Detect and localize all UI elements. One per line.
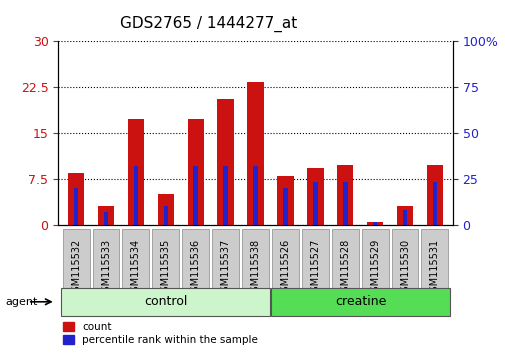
FancyBboxPatch shape [272, 229, 298, 307]
Bar [336, 165, 353, 225]
FancyBboxPatch shape [271, 288, 449, 316]
Text: GSM115538: GSM115538 [250, 239, 260, 298]
Bar [247, 82, 263, 225]
Text: GSM115535: GSM115535 [161, 239, 171, 298]
FancyBboxPatch shape [331, 229, 358, 307]
FancyBboxPatch shape [212, 229, 239, 307]
Text: GSM115534: GSM115534 [131, 239, 141, 298]
Text: GSM115526: GSM115526 [280, 239, 290, 298]
Bar [157, 194, 174, 225]
Bar [372, 222, 377, 225]
Text: GSM115532: GSM115532 [71, 239, 81, 298]
Bar [307, 169, 323, 225]
Legend: count, percentile rank within the sample: count, percentile rank within the sample [63, 322, 258, 345]
Text: GSM115537: GSM115537 [220, 239, 230, 298]
Bar [74, 188, 78, 225]
Bar [342, 182, 347, 225]
Bar [97, 206, 114, 225]
Bar [283, 188, 287, 225]
FancyBboxPatch shape [122, 229, 149, 307]
FancyBboxPatch shape [241, 229, 269, 307]
Text: GSM115530: GSM115530 [399, 239, 409, 298]
Bar [163, 206, 168, 225]
Bar [217, 99, 233, 225]
Bar [432, 182, 436, 225]
Text: control: control [144, 295, 187, 308]
Bar [223, 166, 227, 225]
FancyBboxPatch shape [421, 229, 447, 307]
Text: agent: agent [5, 297, 37, 307]
Bar [313, 182, 317, 225]
Bar [396, 206, 413, 225]
Bar [187, 119, 204, 225]
FancyBboxPatch shape [152, 229, 179, 307]
FancyBboxPatch shape [63, 229, 89, 307]
Bar [133, 166, 138, 225]
Bar [402, 210, 407, 225]
FancyBboxPatch shape [92, 229, 119, 307]
Text: GSM115531: GSM115531 [429, 239, 439, 298]
Text: GSM115529: GSM115529 [369, 239, 379, 298]
Bar [426, 165, 442, 225]
Text: GSM115536: GSM115536 [190, 239, 200, 298]
Bar [68, 173, 84, 225]
FancyBboxPatch shape [361, 229, 388, 307]
Text: GDS2765 / 1444277_at: GDS2765 / 1444277_at [119, 16, 296, 32]
Bar [366, 222, 383, 225]
Bar [252, 166, 258, 225]
FancyBboxPatch shape [182, 229, 209, 307]
Text: creatine: creatine [334, 295, 385, 308]
Bar [193, 166, 197, 225]
FancyBboxPatch shape [391, 229, 418, 307]
Bar [277, 176, 293, 225]
FancyBboxPatch shape [301, 229, 328, 307]
Text: GSM115533: GSM115533 [101, 239, 111, 298]
Bar [127, 119, 144, 225]
Text: GSM115527: GSM115527 [310, 239, 320, 298]
FancyBboxPatch shape [61, 288, 270, 316]
Bar [104, 212, 108, 225]
Text: GSM115528: GSM115528 [339, 239, 349, 298]
